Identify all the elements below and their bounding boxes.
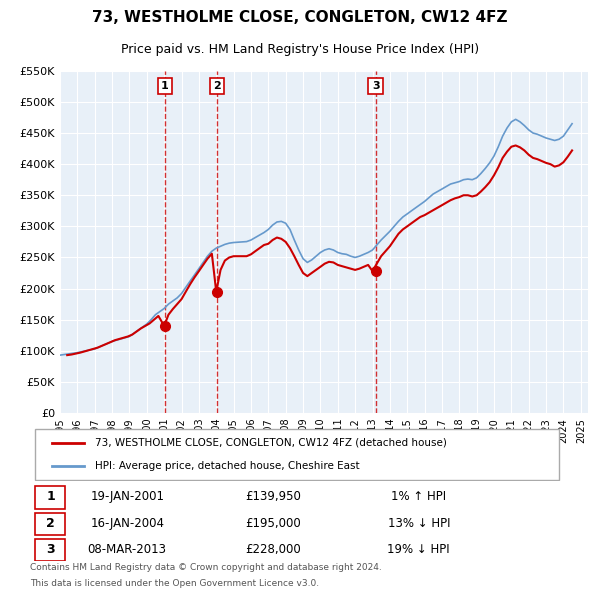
- Text: 2: 2: [213, 81, 221, 91]
- Text: 1: 1: [46, 490, 55, 503]
- Text: £228,000: £228,000: [245, 543, 301, 556]
- Text: 73, WESTHOLME CLOSE, CONGLETON, CW12 4FZ (detached house): 73, WESTHOLME CLOSE, CONGLETON, CW12 4FZ…: [95, 438, 446, 448]
- FancyBboxPatch shape: [35, 513, 65, 535]
- Text: £195,000: £195,000: [245, 517, 301, 530]
- Text: This data is licensed under the Open Government Licence v3.0.: This data is licensed under the Open Gov…: [30, 579, 319, 588]
- Text: £139,950: £139,950: [245, 490, 301, 503]
- Text: Contains HM Land Registry data © Crown copyright and database right 2024.: Contains HM Land Registry data © Crown c…: [30, 563, 382, 572]
- Text: 1% ↑ HPI: 1% ↑ HPI: [391, 490, 446, 503]
- Text: 1: 1: [161, 81, 169, 91]
- Text: 73, WESTHOLME CLOSE, CONGLETON, CW12 4FZ: 73, WESTHOLME CLOSE, CONGLETON, CW12 4FZ: [92, 10, 508, 25]
- Text: 19-JAN-2001: 19-JAN-2001: [90, 490, 164, 503]
- Text: 3: 3: [46, 543, 55, 556]
- Text: Price paid vs. HM Land Registry's House Price Index (HPI): Price paid vs. HM Land Registry's House …: [121, 43, 479, 56]
- Text: 19% ↓ HPI: 19% ↓ HPI: [388, 543, 450, 556]
- FancyBboxPatch shape: [35, 486, 65, 509]
- Text: HPI: Average price, detached house, Cheshire East: HPI: Average price, detached house, Ches…: [95, 461, 359, 471]
- FancyBboxPatch shape: [35, 539, 65, 561]
- Text: 13% ↓ HPI: 13% ↓ HPI: [388, 517, 450, 530]
- Text: 2: 2: [46, 517, 55, 530]
- Text: 3: 3: [372, 81, 379, 91]
- Text: 08-MAR-2013: 08-MAR-2013: [88, 543, 167, 556]
- FancyBboxPatch shape: [35, 430, 559, 480]
- Text: 16-JAN-2004: 16-JAN-2004: [90, 517, 164, 530]
